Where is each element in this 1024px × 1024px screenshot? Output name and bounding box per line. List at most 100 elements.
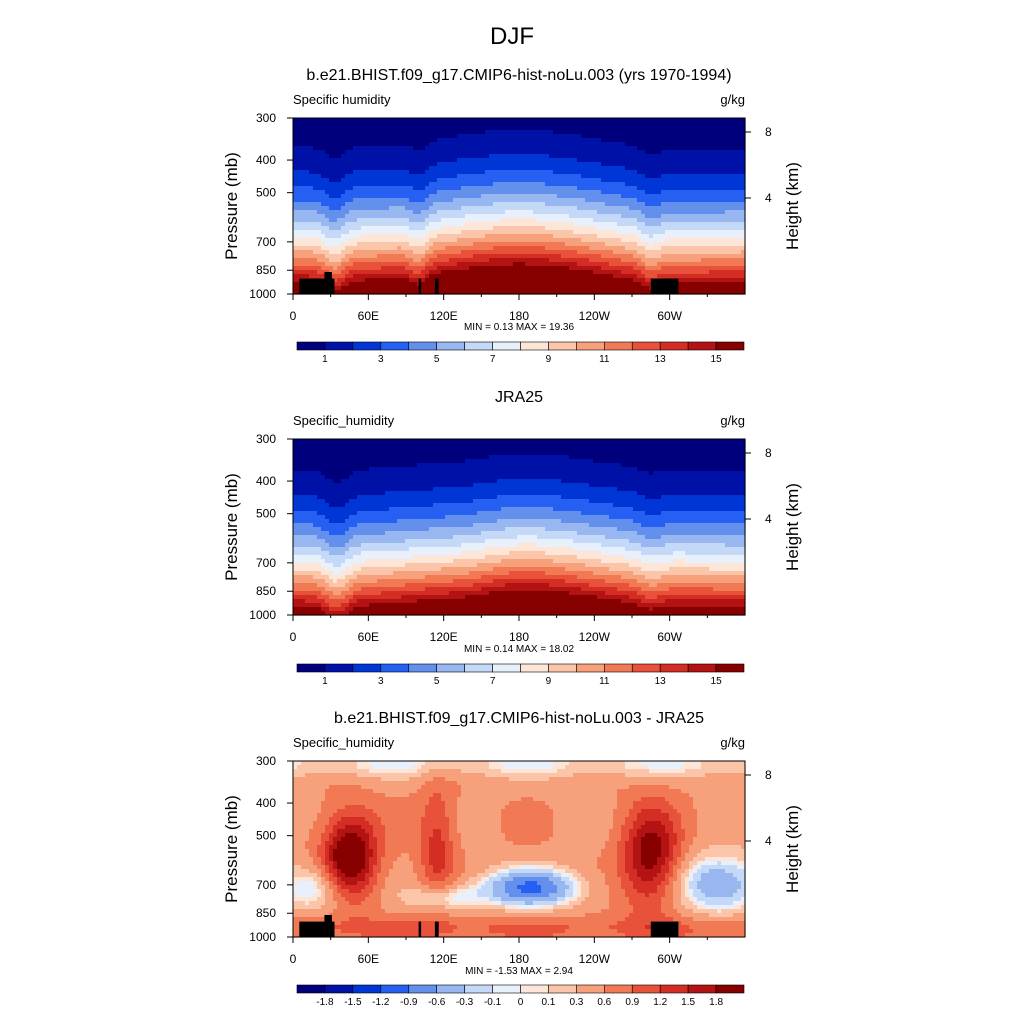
field-cell [353, 222, 358, 227]
field-cell [709, 186, 714, 191]
field-cell [653, 246, 658, 251]
field-cell [373, 222, 378, 227]
field-cell [689, 134, 694, 139]
field-cell [569, 246, 574, 251]
field-cell [313, 254, 318, 259]
field-cell [617, 150, 622, 155]
field-cell [657, 174, 662, 179]
field-cell [329, 146, 334, 151]
field-cell [365, 254, 370, 259]
field-cell [697, 178, 702, 183]
field-cell [545, 262, 550, 267]
field-cell [417, 266, 422, 271]
field-cell [525, 262, 530, 267]
field-cell [345, 142, 350, 147]
field-cell [417, 154, 422, 159]
field-cell [429, 270, 434, 275]
field-cell [333, 222, 338, 227]
field-cell [489, 182, 494, 187]
topography-mask [434, 278, 439, 294]
field-cell [477, 266, 482, 271]
field-cell [401, 138, 406, 143]
field-cell [429, 154, 434, 159]
field-cell [389, 214, 394, 219]
field-cell [653, 234, 658, 239]
field-cell [537, 162, 542, 167]
field-cell [509, 126, 514, 131]
field-cell [317, 186, 322, 191]
field-cell [553, 254, 558, 259]
field-cell [401, 150, 406, 155]
field-cell [497, 198, 502, 203]
field-cell [473, 286, 478, 291]
field-cell [573, 166, 578, 171]
field-cell [537, 186, 542, 191]
field-cell [465, 198, 470, 203]
field-cell [545, 210, 550, 215]
field-cell [537, 118, 542, 123]
field-cell [449, 182, 454, 187]
field-cell [645, 230, 650, 235]
field-cell [565, 222, 570, 227]
field-cell [737, 278, 742, 283]
field-cell [489, 246, 494, 251]
field-cell [513, 126, 518, 131]
field-cell [321, 126, 326, 131]
field-cell [633, 122, 638, 127]
field-cell [665, 134, 670, 139]
field-cell [565, 186, 570, 191]
field-cell [365, 242, 370, 247]
field-cell [545, 278, 550, 283]
field-cell [405, 290, 410, 295]
field-cell [389, 242, 394, 247]
field-cell [297, 270, 302, 275]
field-cell [477, 210, 482, 215]
field-cell [513, 118, 518, 123]
field-cell [741, 118, 746, 123]
field-cell [685, 182, 690, 187]
field-cell [413, 150, 418, 155]
field-cell [485, 126, 490, 131]
field-cell [725, 174, 730, 179]
field-cell [597, 218, 602, 223]
field-cell [517, 226, 522, 231]
field-cell [645, 182, 650, 187]
field-cell [381, 174, 386, 179]
field-cell [529, 230, 534, 235]
field-cell [293, 174, 298, 179]
field-cell [533, 158, 538, 163]
field-cell [309, 234, 314, 239]
field-cell [437, 146, 442, 151]
field-cell [741, 134, 746, 139]
field-cell [681, 154, 686, 159]
field-cell [345, 154, 350, 159]
field-cell [693, 278, 698, 283]
field-cell [493, 174, 498, 179]
field-cell [453, 290, 458, 295]
field-cell [437, 262, 442, 267]
field-cell [661, 198, 666, 203]
field-cell [333, 186, 338, 191]
field-cell [529, 226, 534, 231]
field-cell [701, 186, 706, 191]
field-cell [605, 170, 610, 175]
field-cell [649, 266, 654, 271]
field-cell [341, 254, 346, 259]
field-cell [477, 218, 482, 223]
field-cell [369, 266, 374, 271]
field-cell [465, 170, 470, 175]
field-cell [661, 226, 666, 231]
field-cell [405, 226, 410, 231]
field-cell [593, 266, 598, 271]
field-cell [581, 234, 586, 239]
field-cell [513, 146, 518, 151]
field-cell [373, 122, 378, 127]
field-cell [717, 226, 722, 231]
field-cell [397, 278, 402, 283]
field-cell [521, 274, 526, 279]
field-cell [457, 178, 462, 183]
field-cell [445, 182, 450, 187]
field-cell [669, 234, 674, 239]
field-cell [533, 122, 538, 127]
field-cell [597, 266, 602, 271]
